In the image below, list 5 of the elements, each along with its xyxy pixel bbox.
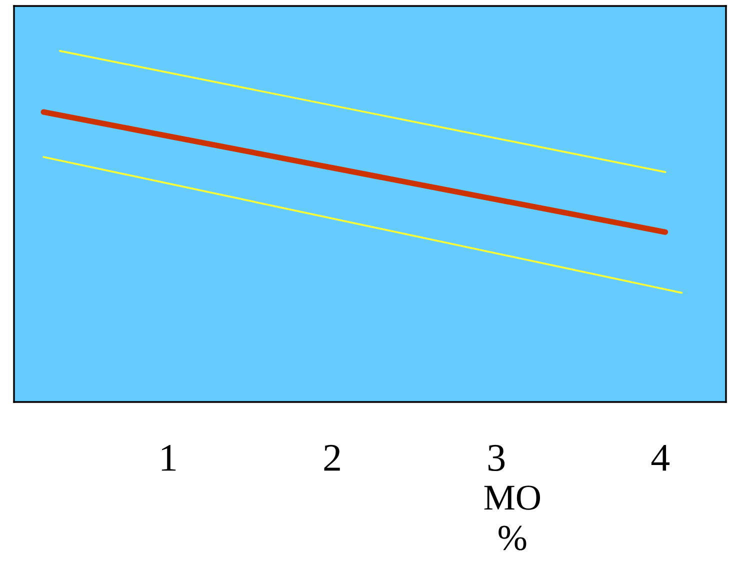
x-tick-label: 4 (651, 445, 670, 471)
x-tick-label: 3 (488, 444, 505, 472)
x-axis-title: MO % (484, 486, 540, 550)
x-tick-label: 2 (324, 444, 340, 471)
x-tick-label: 1 (162, 444, 176, 471)
